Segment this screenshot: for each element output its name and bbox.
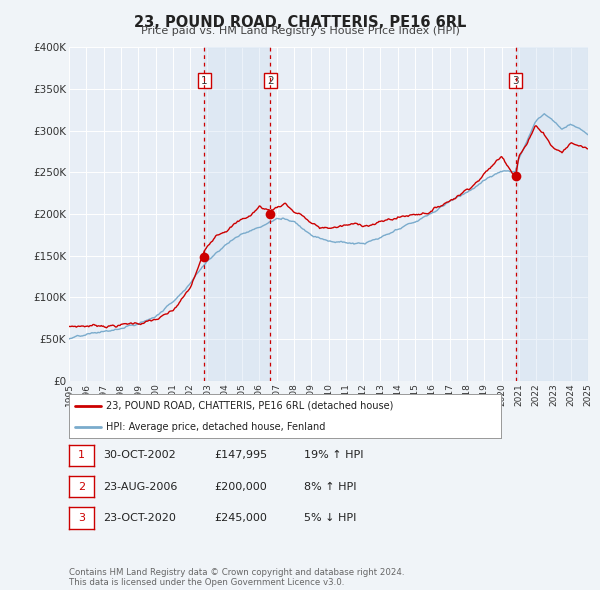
Text: £200,000: £200,000 [214,482,267,491]
Text: 23-AUG-2006: 23-AUG-2006 [103,482,178,491]
Text: 5% ↓ HPI: 5% ↓ HPI [304,513,356,523]
Text: HPI: Average price, detached house, Fenland: HPI: Average price, detached house, Fenl… [106,422,325,432]
Text: 2: 2 [267,76,274,86]
Bar [205,47,271,381]
Text: £245,000: £245,000 [214,513,267,523]
Text: Contains HM Land Registry data © Crown copyright and database right 2024.
This d: Contains HM Land Registry data © Crown c… [69,568,404,587]
Text: 3: 3 [78,513,85,523]
Text: 1: 1 [201,76,208,86]
Text: 3: 3 [512,76,519,86]
Text: £147,995: £147,995 [214,451,268,460]
Bar [515,47,588,381]
Text: 30-OCT-2002: 30-OCT-2002 [103,451,176,460]
Text: 8% ↑ HPI: 8% ↑ HPI [304,482,356,491]
Text: 23, POUND ROAD, CHATTERIS, PE16 6RL: 23, POUND ROAD, CHATTERIS, PE16 6RL [134,15,466,30]
Text: 23-OCT-2020: 23-OCT-2020 [103,513,176,523]
Text: 2: 2 [78,482,85,491]
Text: 1: 1 [78,451,85,460]
Text: 23, POUND ROAD, CHATTERIS, PE16 6RL (detached house): 23, POUND ROAD, CHATTERIS, PE16 6RL (det… [106,401,393,411]
Text: 19% ↑ HPI: 19% ↑ HPI [304,451,364,460]
Text: Price paid vs. HM Land Registry's House Price Index (HPI): Price paid vs. HM Land Registry's House … [140,26,460,36]
